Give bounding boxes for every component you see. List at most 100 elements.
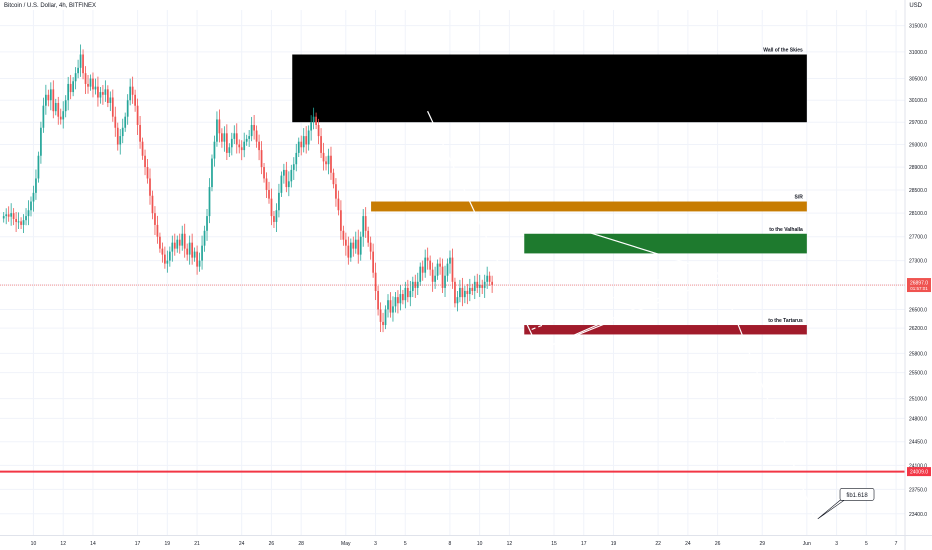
candle-body (166, 260, 169, 264)
candle-body (330, 155, 332, 173)
candle-body (387, 300, 389, 310)
time-tick-label: 22 (655, 541, 661, 547)
candle-body (35, 178, 37, 193)
candle-body (332, 172, 335, 185)
candle-body (394, 297, 397, 307)
zone-label: to the Tartarus (768, 318, 803, 324)
candle-body (476, 281, 479, 288)
arrowhead (810, 513, 818, 523)
time-tick-label: 15 (551, 541, 557, 547)
time-tick-label: 24 (685, 541, 691, 547)
candle-body (473, 281, 476, 291)
pattern-line (538, 272, 718, 351)
pattern-line (538, 272, 733, 351)
candle-body (5, 214, 8, 217)
time-tick-label: 3 (835, 541, 838, 547)
candle-body (203, 230, 206, 246)
candle-body (151, 195, 154, 214)
candle-body (265, 178, 268, 190)
candle-body (377, 290, 379, 310)
candle-body (436, 263, 439, 276)
candle-body (2, 216, 5, 219)
candle-body (22, 220, 25, 225)
price-axis: 31500.0 31000.0 30500.0 30100.0 29700.0 29300… (904, 0, 931, 550)
candle-body (181, 233, 184, 246)
price-tick-label: 28500.0 (909, 188, 927, 194)
candle-body (171, 242, 174, 252)
candle-body (342, 230, 345, 240)
candle-body (186, 248, 189, 255)
candle-body (275, 210, 278, 222)
candle-body (260, 150, 263, 168)
candle-body (451, 257, 454, 282)
candle-body (337, 198, 340, 211)
time-tick-label: May (341, 541, 351, 547)
candle-body (159, 236, 161, 249)
time-tick-label: 24 (239, 541, 245, 547)
candle-body (102, 92, 104, 95)
candle-body (208, 187, 211, 217)
zone-box (524, 325, 807, 335)
candle-body (270, 198, 273, 217)
candle-body (362, 216, 365, 237)
candle-body (124, 116, 127, 128)
candle-body (196, 251, 198, 267)
candle-body (40, 127, 42, 156)
candle-body (471, 287, 474, 291)
candle-body (322, 152, 325, 162)
candle-body (278, 192, 280, 211)
candle-body (121, 127, 124, 137)
annotation-pointer (817, 500, 845, 520)
candle-body (201, 245, 203, 261)
candle-body (295, 152, 298, 165)
price-tick-label: 30100.0 (909, 98, 927, 104)
candle-body (7, 214, 10, 217)
candle-body (292, 164, 295, 170)
candle-body (463, 290, 466, 298)
candle-body (240, 147, 243, 151)
level-layer (0, 284, 905, 473)
candle-body (481, 284, 484, 288)
candle-body (359, 236, 362, 255)
candle-body (47, 94, 50, 101)
candle-body (344, 239, 347, 246)
time-tick-label: 7 (895, 541, 898, 547)
candle-body (459, 287, 461, 298)
candle-body (297, 141, 300, 153)
time-tick-label: 19 (165, 541, 171, 547)
candle-body (99, 92, 102, 98)
candle-body (340, 210, 342, 231)
candle-body (42, 105, 45, 128)
candle-body (369, 242, 372, 252)
candle-body (379, 309, 382, 322)
candle-body (354, 239, 357, 249)
candle-body (287, 181, 290, 188)
candle-body (441, 266, 444, 288)
candle-body (406, 287, 409, 298)
candle-body (235, 133, 238, 145)
candle-body (62, 111, 65, 120)
candle-body (216, 119, 218, 142)
candle-body (335, 184, 337, 199)
last-price-label: 26897.0 (910, 281, 928, 287)
candle-body (74, 73, 77, 82)
currency-label: USD (909, 3, 922, 9)
candle-body (302, 136, 305, 148)
candle-body (273, 216, 275, 222)
price-tick-label: 26500.0 (909, 307, 927, 313)
candle-body (310, 122, 313, 131)
zone-box (524, 233, 807, 254)
price-tick-label: 28900.0 (909, 165, 927, 171)
candle-body (367, 230, 370, 243)
candle-body (325, 161, 327, 165)
price-tick-label: 31000.0 (909, 50, 927, 56)
zone-box (292, 54, 807, 123)
time-tick-label: 5 (865, 541, 868, 547)
time-tick-label: 21 (194, 541, 200, 547)
candle-body (434, 275, 436, 282)
price-tick-label: 23400.0 (909, 512, 927, 518)
annotation-label: fib1.618 (846, 493, 868, 499)
candle-series (2, 44, 494, 333)
price-tick-label: 28100.0 (909, 211, 927, 217)
